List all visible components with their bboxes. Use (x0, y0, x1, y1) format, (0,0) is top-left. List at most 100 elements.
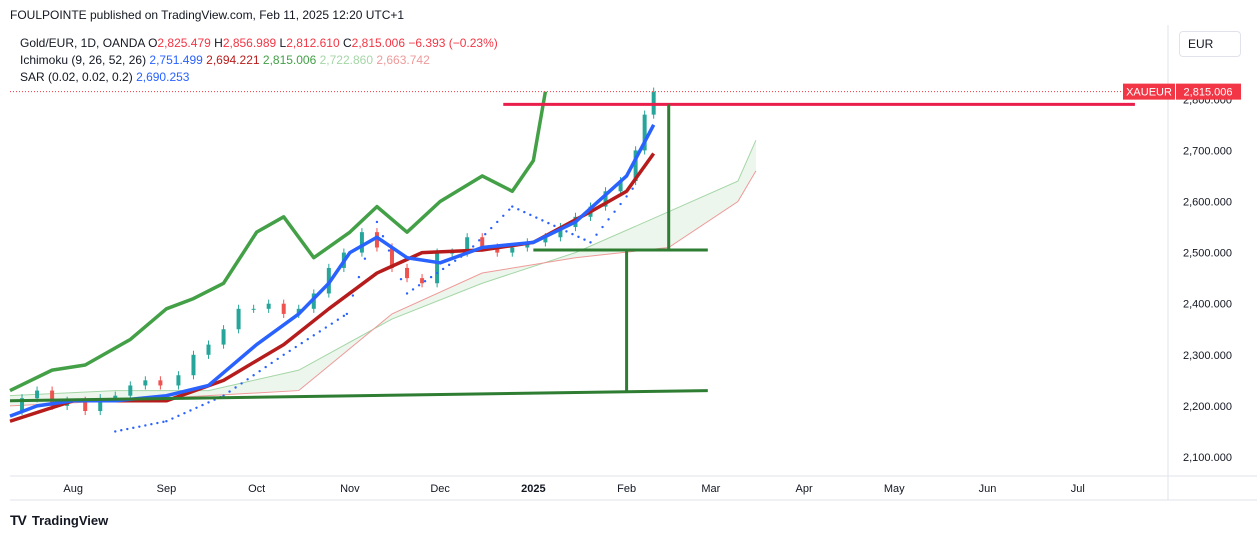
sar-dot (234, 386, 237, 389)
sar-dot (114, 430, 117, 433)
sar-value: 2,690.253 (136, 70, 190, 84)
sar-dot (165, 420, 168, 423)
currency-button[interactable]: EUR (1179, 31, 1241, 57)
sar-dot (162, 420, 165, 424)
sar-dot (511, 205, 514, 208)
sar-dot (472, 245, 475, 248)
sar-dot (252, 374, 255, 377)
x-tick-label: Sep (157, 483, 177, 495)
sar-dot (171, 417, 174, 420)
candle-body (158, 380, 163, 386)
candle-body (143, 380, 148, 386)
x-tick-label: Dec (430, 483, 450, 495)
candle-body (176, 375, 181, 386)
symbol-tag-text: XAUEUR (1126, 87, 1172, 99)
sar-dot (490, 226, 493, 230)
candle-body (191, 354, 196, 376)
sar-dot (517, 208, 520, 211)
y-tick-label: 2,700.000 (1183, 145, 1232, 157)
tradingview-logo[interactable]: TV (10, 512, 27, 528)
sar-dot (484, 233, 487, 236)
sar-dot (138, 425, 141, 428)
sar-dot (423, 280, 427, 283)
sar-dot (625, 195, 628, 198)
ichimoku-span-a-value: 2,722.860 (319, 53, 374, 67)
candle-body (251, 308, 256, 310)
candle-body (236, 308, 241, 330)
sar-dot (324, 326, 328, 329)
candle-body (221, 329, 226, 345)
sar-dot (541, 219, 544, 222)
legend-sar-row: SAR (0.02, 0.02, 0.2) 2,690.253 (20, 69, 498, 86)
sar-dot (351, 294, 355, 297)
sar-dot (631, 187, 634, 190)
sar-label: SAR (0.02, 0.02, 0.2) (20, 70, 133, 84)
candle-body (603, 191, 608, 207)
candle-body (113, 395, 118, 399)
sar-dot (601, 225, 604, 229)
sar-dot (330, 322, 334, 325)
candle-body (281, 303, 286, 314)
ichimoku-span-a-line (9, 139, 757, 397)
ichimoku-span-b-line (9, 170, 757, 407)
candle-body (98, 398, 103, 412)
sar-dot (144, 424, 147, 427)
sar-dot (447, 263, 451, 267)
change-value: −6.393 (−0.23%) (408, 36, 498, 50)
open-label: O (148, 36, 158, 50)
close-label: C (342, 36, 352, 50)
candle-body (311, 293, 316, 309)
x-tick-label: Mar (701, 483, 720, 495)
sar-dot (318, 330, 322, 333)
candle-body (633, 150, 638, 182)
sar-dot (189, 409, 192, 412)
candle-body (495, 247, 500, 253)
ichimoku-conversion-line (9, 124, 656, 418)
candle-body (50, 390, 55, 406)
footer: TV TradingView (10, 512, 108, 528)
sar-dot (120, 429, 123, 432)
sar-dot (387, 249, 391, 252)
candle-body (206, 344, 211, 355)
candle-body (266, 303, 271, 309)
ichimoku-label: Ichimoku (9, 26, 52, 26) (20, 53, 147, 67)
sar-dot (126, 427, 129, 431)
y-tick-label: 2,400.000 (1183, 299, 1232, 311)
ichimoku-lagging-span (9, 91, 548, 393)
candle-body (558, 227, 563, 238)
sar-dot (565, 230, 568, 233)
candle-body (420, 278, 425, 284)
sar-dot (496, 220, 499, 224)
sar-dot (312, 334, 315, 337)
candle-body (296, 308, 301, 314)
sar-dot (207, 401, 210, 404)
candle-body (374, 232, 379, 248)
close-value: 2,815.006 (351, 36, 406, 50)
sar-dot (435, 271, 439, 275)
sar-dot (523, 210, 526, 214)
sar-dot (595, 233, 598, 236)
sar-dot (270, 361, 273, 365)
low-value: 2,812.610 (286, 36, 340, 50)
candle-body (389, 247, 394, 268)
ichimoku-cloud (10, 140, 756, 406)
sar-dot (300, 341, 303, 345)
sar-dot (342, 314, 346, 318)
x-tick-label: May (884, 483, 905, 495)
sar-dot (547, 221, 550, 225)
sar-dot (246, 378, 249, 381)
sar-dot (613, 210, 616, 213)
ichimoku-lagging-value: 2,815.006 (262, 53, 317, 67)
candle-body (359, 232, 364, 253)
x-tick-label: Nov (340, 483, 360, 495)
candle-body (465, 237, 470, 253)
sar-dot (357, 275, 361, 279)
sar-dot (478, 239, 481, 242)
candle-body (450, 252, 455, 254)
sar-dot (282, 353, 285, 356)
sar-dot (288, 349, 291, 353)
sar-dot (535, 216, 538, 219)
sar-dot (571, 232, 574, 236)
sar-dot (345, 312, 349, 316)
